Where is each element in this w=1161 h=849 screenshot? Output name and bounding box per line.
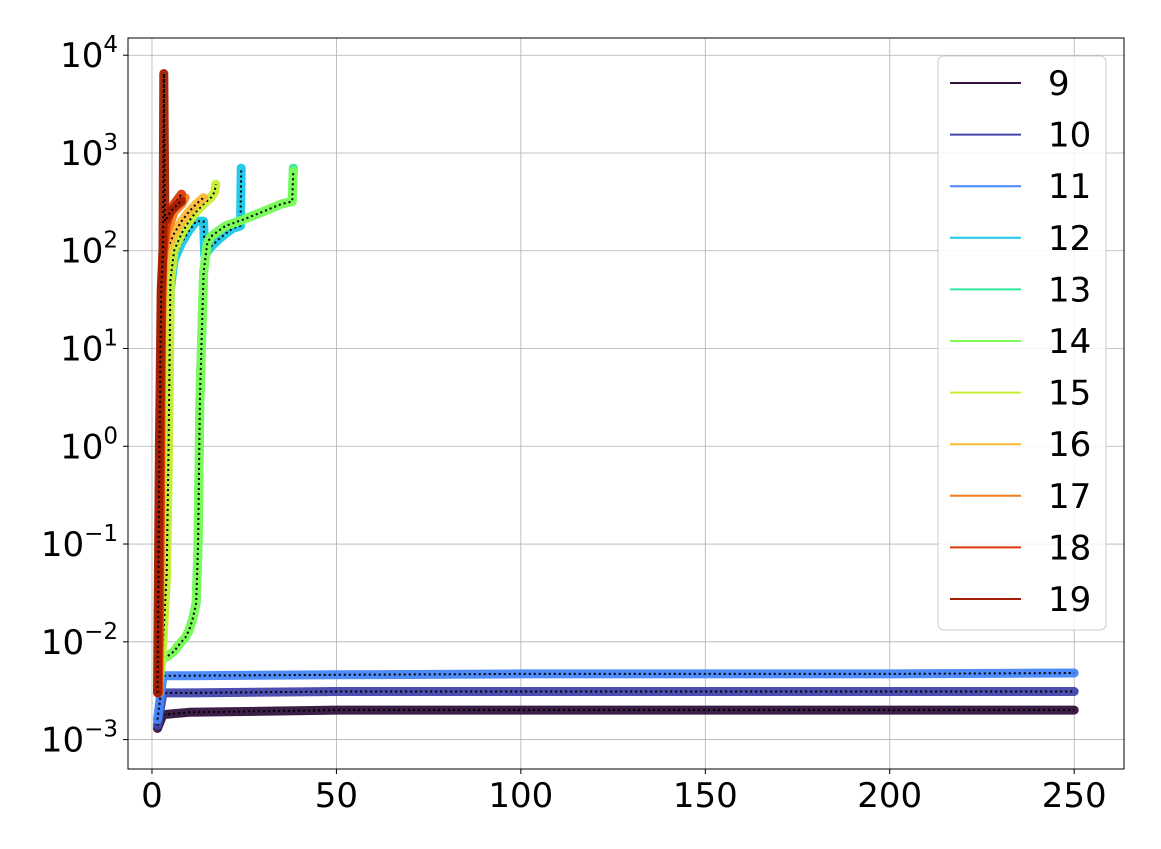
x-tick-label: 50 bbox=[315, 776, 358, 816]
y-tick-exponent: 2 bbox=[103, 228, 118, 254]
series-mean-line bbox=[157, 196, 205, 693]
legend-label: 12 bbox=[1048, 219, 1091, 259]
y-tick-base: 10 bbox=[41, 721, 84, 761]
y-tick-base: 10 bbox=[60, 134, 103, 174]
y-tick-base: 10 bbox=[41, 623, 84, 663]
x-axis: 0 50 100 150 200 250 bbox=[141, 769, 1107, 816]
x-tick-label: 250 bbox=[1042, 776, 1107, 816]
legend-item: 13 bbox=[950, 270, 1091, 310]
series-15 bbox=[154, 179, 221, 686]
y-tick-exponent: −3 bbox=[84, 717, 118, 743]
series-11 bbox=[153, 668, 1079, 725]
y-tick-label: 10−2 bbox=[41, 619, 118, 663]
legend-label: 13 bbox=[1048, 270, 1091, 310]
legend: 9 10 11 12 13 14 15 16 17 18 19 bbox=[937, 55, 1107, 631]
series-mean-line bbox=[158, 183, 217, 681]
y-tick-label: 10−1 bbox=[41, 521, 118, 565]
legend-label: 17 bbox=[1048, 477, 1091, 517]
x-tick-label: 100 bbox=[488, 776, 553, 816]
series-19 bbox=[153, 69, 186, 698]
y-tick-label: 101 bbox=[60, 326, 118, 370]
y-tick-exponent: −1 bbox=[84, 521, 118, 547]
y-tick-label: 103 bbox=[60, 130, 118, 174]
x-tick-label: 200 bbox=[857, 776, 922, 816]
plot-frame bbox=[127, 37, 1125, 770]
series-14 bbox=[154, 166, 298, 676]
series-mean-line bbox=[156, 709, 1075, 729]
series-band bbox=[153, 687, 1079, 730]
y-tick-exponent: 3 bbox=[103, 130, 118, 156]
legend-item: 9 bbox=[950, 64, 1070, 104]
y-tick-base: 10 bbox=[41, 525, 84, 565]
legend-item: 18 bbox=[950, 528, 1091, 568]
series-mean-line bbox=[156, 672, 1075, 720]
legend-item: 12 bbox=[950, 219, 1091, 259]
series-layer bbox=[153, 69, 1079, 733]
legend-item: 19 bbox=[950, 580, 1091, 620]
series-mean-line bbox=[158, 171, 295, 672]
y-tick-base: 10 bbox=[60, 36, 103, 76]
y-tick-exponent: 4 bbox=[103, 32, 118, 58]
legend-item: 15 bbox=[950, 374, 1091, 414]
legend-label: 11 bbox=[1048, 167, 1091, 207]
y-tick-label: 104 bbox=[60, 32, 118, 76]
y-tick-base: 10 bbox=[60, 427, 103, 467]
legend-item: 14 bbox=[950, 322, 1091, 362]
y-tick-base: 10 bbox=[60, 232, 103, 272]
y-tick-exponent: 1 bbox=[103, 326, 118, 352]
legend-item: 11 bbox=[950, 167, 1091, 207]
y-tick-exponent: 0 bbox=[103, 423, 118, 449]
legend-label: 15 bbox=[1048, 374, 1091, 414]
x-tick-label: 0 bbox=[141, 776, 163, 816]
series-9 bbox=[153, 705, 1079, 733]
x-tick-label: 150 bbox=[673, 776, 738, 816]
legend-frame bbox=[937, 55, 1107, 631]
legend-label: 16 bbox=[1048, 425, 1091, 465]
legend-label: 9 bbox=[1048, 64, 1070, 104]
legend-label: 19 bbox=[1048, 580, 1091, 620]
legend-item: 10 bbox=[950, 116, 1091, 156]
series-10 bbox=[153, 687, 1079, 730]
y-tick-exponent: −2 bbox=[84, 619, 118, 645]
y-tick-label: 102 bbox=[60, 228, 118, 272]
legend-item: 16 bbox=[950, 425, 1091, 465]
series-mean-line bbox=[156, 73, 183, 693]
y-tick-label: 100 bbox=[60, 423, 118, 467]
legend-item: 17 bbox=[950, 477, 1091, 517]
y-tick-label: 10−3 bbox=[41, 717, 118, 761]
y-tick-base: 10 bbox=[60, 330, 103, 370]
series-mean-line bbox=[158, 168, 243, 693]
legend-label: 10 bbox=[1048, 116, 1091, 156]
legend-label: 18 bbox=[1048, 528, 1091, 568]
legend-label: 14 bbox=[1048, 322, 1091, 362]
